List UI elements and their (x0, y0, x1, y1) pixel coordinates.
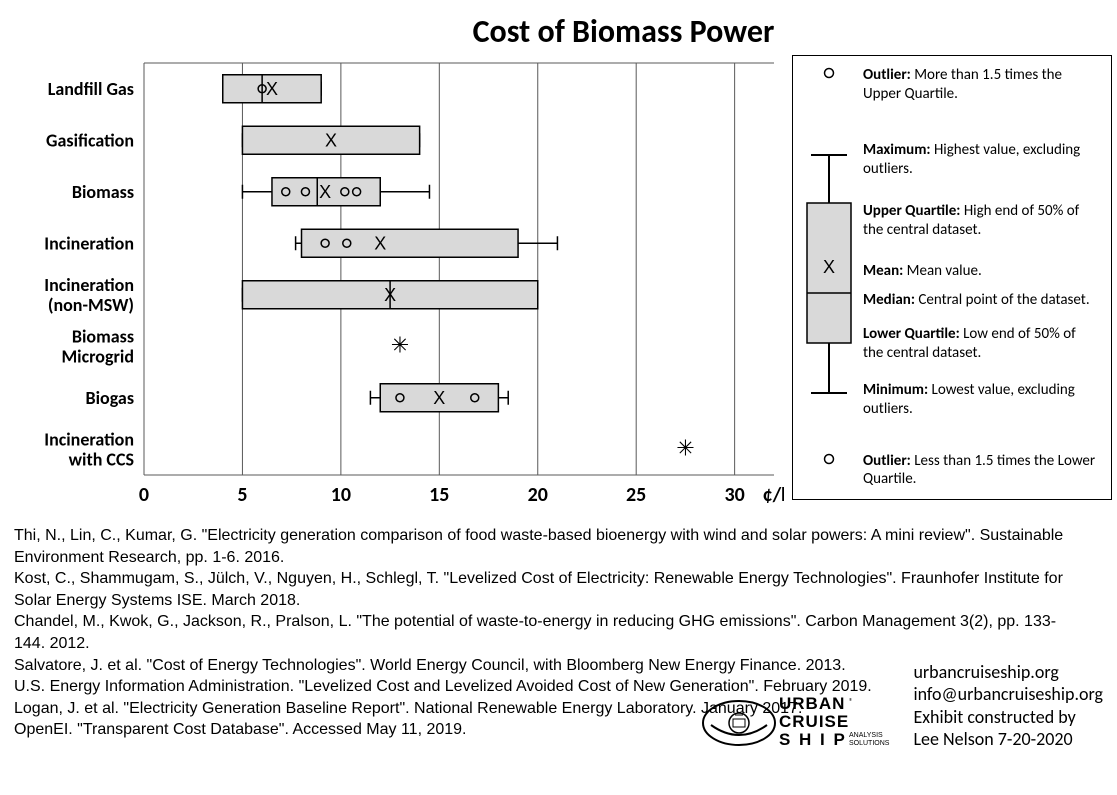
svg-text:X: X (374, 233, 386, 253)
svg-text:10: 10 (331, 483, 351, 507)
footer-url: urbancruiseship.org (913, 661, 1103, 684)
svg-text:URBAN: URBAN (779, 694, 845, 713)
reference-line: Thi, N., Lin, C., Kumar, G. "Electricity… (14, 525, 1074, 568)
svg-text:0: 0 (139, 483, 149, 507)
svg-text:SOLUTIONS: SOLUTIONS (849, 740, 890, 747)
ucs-logo: URBAN CRUISE S H I P ANALYSIS SOLUTIONS … (701, 689, 901, 749)
svg-text:Biogas: Biogas (86, 387, 134, 409)
svg-text:X: X (384, 285, 396, 305)
svg-text:¢/kWh: ¢/kWh (763, 483, 784, 507)
svg-text:S H I P: S H I P (779, 730, 847, 749)
svg-text:Microgrid: Microgrid (61, 345, 134, 367)
svg-text:®: ® (849, 697, 853, 707)
svg-text:Biomass: Biomass (72, 181, 134, 203)
svg-text:X: X (823, 257, 835, 277)
chart-title: Cost of Biomass Power (144, 12, 1103, 51)
footer-credit2: Lee Nelson 7-20-2020 (913, 728, 1103, 751)
svg-text:5: 5 (237, 483, 247, 507)
svg-text:Incineration: Incineration (44, 428, 134, 450)
svg-text:(non-MSW): (non-MSW) (48, 294, 134, 316)
svg-text:X: X (319, 182, 331, 202)
svg-text:Biomass: Biomass (72, 325, 134, 347)
legend-box-diagram: X (803, 143, 855, 413)
boxplot-chart: 0 5 10 15 20 25 30 ¢/kWh Landfill Gas X Gasificati… (14, 55, 784, 515)
reference-line: Chandel, M., Kwok, G., Jackson, R., Pral… (14, 611, 1074, 654)
footer-credit1: Exhibit constructed by (913, 706, 1103, 729)
svg-text:25: 25 (626, 483, 646, 507)
svg-text:✳: ✳ (391, 332, 409, 357)
svg-text:Incineration: Incineration (44, 232, 134, 254)
svg-text:with CCS: with CCS (69, 448, 134, 470)
svg-text:20: 20 (528, 483, 548, 507)
svg-text:ANALYSIS: ANALYSIS (849, 732, 883, 739)
reference-line: Kost, C., Shammugam, S., Jülch, V., Nguy… (14, 568, 1074, 611)
svg-text:✳: ✳ (676, 435, 694, 460)
svg-text:X: X (325, 130, 337, 150)
svg-text:X: X (433, 388, 445, 408)
legend-panel: Outlier: More than 1.5 times the Upper Q… (792, 55, 1112, 500)
legend-outlier-lo: Outlier: Less than 1.5 times the Lower Q… (803, 452, 1099, 490)
svg-text:CRUISE: CRUISE (779, 712, 849, 731)
svg-text:Landfill Gas: Landfill Gas (48, 78, 134, 100)
svg-text:Incineration: Incineration (44, 274, 134, 296)
svg-text:X: X (266, 79, 278, 99)
svg-text:Gasification: Gasification (46, 129, 134, 151)
svg-text:30: 30 (724, 483, 744, 507)
legend-outlier-hi: Outlier: More than 1.5 times the Upper Q… (803, 66, 1099, 104)
footer-email: info@urbancruiseship.org (913, 683, 1103, 706)
svg-text:15: 15 (429, 483, 449, 507)
